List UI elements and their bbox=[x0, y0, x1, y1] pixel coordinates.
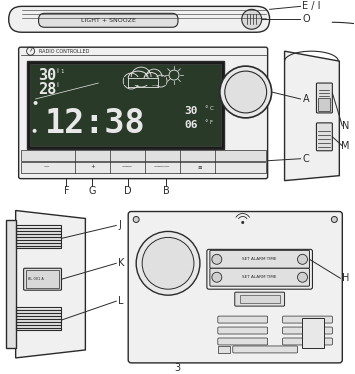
Bar bbox=[16, 307, 61, 330]
Bar bbox=[6, 221, 16, 348]
Bar bbox=[26, 270, 60, 288]
Bar bbox=[16, 226, 61, 248]
Text: 28: 28 bbox=[39, 82, 57, 96]
FancyBboxPatch shape bbox=[283, 316, 332, 323]
Text: BL 001 A: BL 001 A bbox=[28, 277, 43, 281]
Text: A: A bbox=[302, 94, 309, 104]
Circle shape bbox=[241, 221, 244, 224]
Circle shape bbox=[142, 237, 194, 289]
Bar bbox=[302, 318, 324, 348]
Text: +: + bbox=[90, 164, 95, 169]
Text: i: i bbox=[56, 68, 59, 74]
Bar bbox=[240, 295, 280, 303]
Text: —: — bbox=[44, 164, 49, 169]
Circle shape bbox=[34, 101, 38, 105]
Text: K: K bbox=[118, 258, 125, 268]
Text: ≡: ≡ bbox=[198, 164, 202, 169]
Text: C: C bbox=[302, 154, 309, 164]
Text: L: L bbox=[118, 296, 124, 306]
Polygon shape bbox=[285, 51, 339, 181]
FancyBboxPatch shape bbox=[24, 268, 61, 290]
Circle shape bbox=[133, 217, 139, 223]
Text: H: H bbox=[342, 273, 350, 283]
FancyBboxPatch shape bbox=[218, 316, 268, 323]
Bar bbox=[318, 98, 331, 111]
FancyBboxPatch shape bbox=[235, 292, 285, 306]
Text: B: B bbox=[163, 186, 169, 196]
Circle shape bbox=[225, 71, 267, 113]
Text: F: F bbox=[64, 186, 69, 196]
Text: 12:38: 12:38 bbox=[44, 107, 145, 140]
Text: C: C bbox=[210, 107, 214, 111]
Circle shape bbox=[220, 66, 272, 118]
Text: 30: 30 bbox=[39, 68, 57, 83]
FancyBboxPatch shape bbox=[233, 346, 297, 353]
Bar bbox=[218, 346, 230, 353]
FancyBboxPatch shape bbox=[39, 13, 178, 27]
FancyBboxPatch shape bbox=[9, 6, 269, 32]
FancyBboxPatch shape bbox=[218, 327, 268, 334]
Circle shape bbox=[297, 254, 307, 264]
Text: SET ALARM TIME: SET ALARM TIME bbox=[242, 257, 277, 261]
Text: i: i bbox=[56, 82, 59, 88]
Text: N: N bbox=[342, 121, 349, 131]
Text: °: ° bbox=[204, 106, 207, 112]
Text: 06: 06 bbox=[184, 120, 197, 130]
Bar bbox=[27, 61, 224, 149]
Circle shape bbox=[136, 232, 200, 295]
FancyBboxPatch shape bbox=[210, 250, 310, 268]
FancyBboxPatch shape bbox=[210, 268, 310, 286]
Circle shape bbox=[212, 272, 222, 282]
Text: M: M bbox=[341, 141, 349, 151]
Circle shape bbox=[212, 254, 222, 264]
Bar bbox=[21, 162, 266, 173]
Text: J: J bbox=[118, 220, 121, 230]
Text: LIGHT + SNOOZE: LIGHT + SNOOZE bbox=[81, 18, 136, 23]
Circle shape bbox=[297, 272, 307, 282]
Bar bbox=[29, 64, 221, 146]
Polygon shape bbox=[16, 211, 86, 358]
Text: G: G bbox=[89, 186, 96, 196]
FancyBboxPatch shape bbox=[283, 327, 332, 334]
Text: F: F bbox=[210, 120, 213, 125]
Text: 1: 1 bbox=[60, 68, 64, 74]
FancyBboxPatch shape bbox=[19, 47, 268, 179]
Text: RADIO CONTROLLED: RADIO CONTROLLED bbox=[39, 49, 89, 54]
Polygon shape bbox=[124, 77, 166, 85]
Text: SET ALARM TIME: SET ALARM TIME bbox=[242, 275, 277, 279]
FancyBboxPatch shape bbox=[316, 83, 332, 113]
Text: 30: 30 bbox=[184, 106, 197, 116]
FancyBboxPatch shape bbox=[283, 338, 332, 345]
Circle shape bbox=[33, 129, 37, 133]
FancyBboxPatch shape bbox=[316, 123, 332, 151]
Text: O: O bbox=[302, 14, 310, 24]
Text: °: ° bbox=[204, 120, 207, 126]
FancyBboxPatch shape bbox=[218, 338, 268, 345]
FancyBboxPatch shape bbox=[128, 212, 342, 363]
Circle shape bbox=[331, 217, 337, 223]
Text: D: D bbox=[124, 186, 132, 196]
Text: ——: —— bbox=[122, 164, 133, 169]
Text: ———: ——— bbox=[154, 164, 170, 169]
Circle shape bbox=[242, 9, 262, 29]
Text: 3: 3 bbox=[174, 363, 180, 373]
Bar bbox=[21, 150, 266, 161]
Text: E / I: E / I bbox=[302, 1, 321, 11]
